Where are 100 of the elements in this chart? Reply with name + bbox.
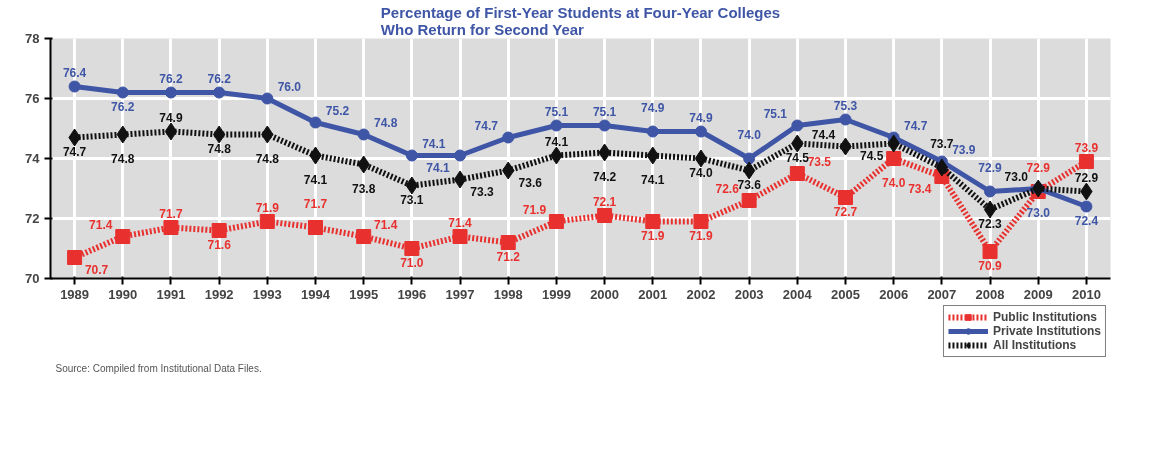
legend-label: All Institutions: [992, 338, 1077, 352]
data-label: 74.0: [689, 166, 713, 180]
data-label: 71.2: [496, 250, 521, 264]
data-label: 73.4: [908, 182, 932, 196]
data-label: 73.8: [352, 182, 376, 196]
point: [741, 193, 757, 208]
point: [212, 125, 226, 144]
data-label: 73.9: [952, 143, 976, 157]
x-tick-label: 1996: [397, 286, 427, 302]
point: [550, 119, 563, 132]
point: [645, 214, 661, 229]
x-tick-label: 2002: [686, 286, 716, 302]
data-label: 73.3: [470, 185, 495, 199]
data-label: 74.1: [303, 173, 328, 187]
data-label: 74.9: [159, 111, 183, 125]
x-tick-label: 1994: [301, 286, 331, 302]
data-label: 74.7: [62, 145, 87, 159]
data-label: 74.8: [207, 142, 232, 156]
point: [67, 250, 83, 265]
data-label: 70.9: [978, 259, 1003, 273]
data-label: 74.9: [641, 101, 665, 115]
data-label: 71.0: [400, 256, 424, 270]
point: [115, 229, 131, 244]
point: [405, 149, 418, 162]
data-label: 70.7: [84, 263, 109, 277]
data-label: 73.1: [400, 193, 424, 207]
point: [742, 161, 756, 180]
data-label: 71.9: [641, 229, 665, 243]
data-label: 74.5: [785, 151, 810, 165]
x-tick-label: 2006: [879, 286, 909, 302]
data-label: 74.7: [474, 119, 499, 133]
data-label: 76.4: [62, 66, 87, 80]
point: [886, 151, 902, 166]
x-tick-label: 2003: [734, 286, 764, 302]
point: [646, 125, 659, 138]
point: [693, 214, 709, 229]
point: [357, 128, 370, 141]
y-tick-label: 70: [25, 271, 40, 286]
x-tick-label: 1997: [445, 286, 475, 302]
point: [405, 176, 419, 195]
point: [789, 166, 805, 181]
x-tick-label: 1999: [541, 286, 571, 302]
point: [1080, 200, 1093, 213]
x-tick-label: 1995: [349, 286, 379, 302]
point: [259, 214, 275, 229]
data-label: 73.9: [1074, 141, 1099, 155]
data-label: 76.2: [207, 72, 232, 86]
data-label: 75.3: [833, 99, 858, 113]
point: [548, 214, 564, 229]
data-label: 71.7: [159, 207, 183, 221]
x-tick-label: 2010: [1071, 286, 1101, 302]
x-tick-label: 2007: [927, 286, 957, 302]
source-note: Source: Compiled from Institutional Data Files.: [55, 362, 262, 374]
point: [404, 241, 420, 256]
point: [598, 119, 611, 132]
data-label: 71.9: [689, 229, 713, 243]
point: [213, 86, 226, 99]
point: [839, 113, 852, 126]
data-label: 75.1: [592, 105, 617, 119]
x-tick-label: 2009: [1023, 286, 1053, 302]
point: [164, 86, 177, 99]
point: [838, 190, 853, 205]
data-label: 74.7: [904, 119, 928, 133]
point: [502, 131, 515, 144]
x-tick-label: 1992: [204, 286, 234, 302]
data-label: 74.0: [882, 176, 906, 190]
data-label: 73.0: [1026, 206, 1051, 220]
data-label: 74.8: [374, 116, 398, 130]
point: [983, 200, 997, 219]
point: [163, 220, 179, 235]
data-label: 73.0: [1004, 170, 1029, 184]
data-label: 72.3: [978, 217, 1003, 231]
point: [694, 125, 707, 138]
data-label: 71.4: [448, 216, 473, 230]
y-tick-label: 76: [25, 91, 40, 106]
data-label: 71.9: [255, 201, 280, 215]
y-tick-label: 72: [25, 211, 40, 226]
data-label: 76.0: [277, 80, 302, 94]
legend-label: Public Institutions: [992, 310, 1097, 324]
data-label: 72.6: [715, 182, 740, 196]
point: [984, 185, 997, 198]
data-label: 71.9: [522, 203, 547, 217]
data-label: 75.1: [544, 105, 569, 119]
point: [500, 235, 516, 250]
point: [1078, 154, 1094, 169]
x-tick-label: 2005: [831, 286, 860, 302]
data-label: 74.1: [422, 137, 446, 151]
data-label: 72.9: [1026, 161, 1051, 175]
data-label: 74.8: [111, 152, 135, 166]
data-label: 73.7: [930, 137, 954, 151]
y-tick-label: 74: [25, 151, 41, 166]
data-label: 73.5: [807, 155, 832, 169]
data-label: 74.5: [860, 149, 884, 163]
point: [597, 208, 613, 223]
data-label: 74.1: [641, 173, 665, 187]
point: [453, 170, 467, 189]
point: [308, 220, 323, 235]
data-label: 76.2: [159, 72, 183, 86]
point: [743, 152, 756, 165]
point: [694, 149, 708, 168]
